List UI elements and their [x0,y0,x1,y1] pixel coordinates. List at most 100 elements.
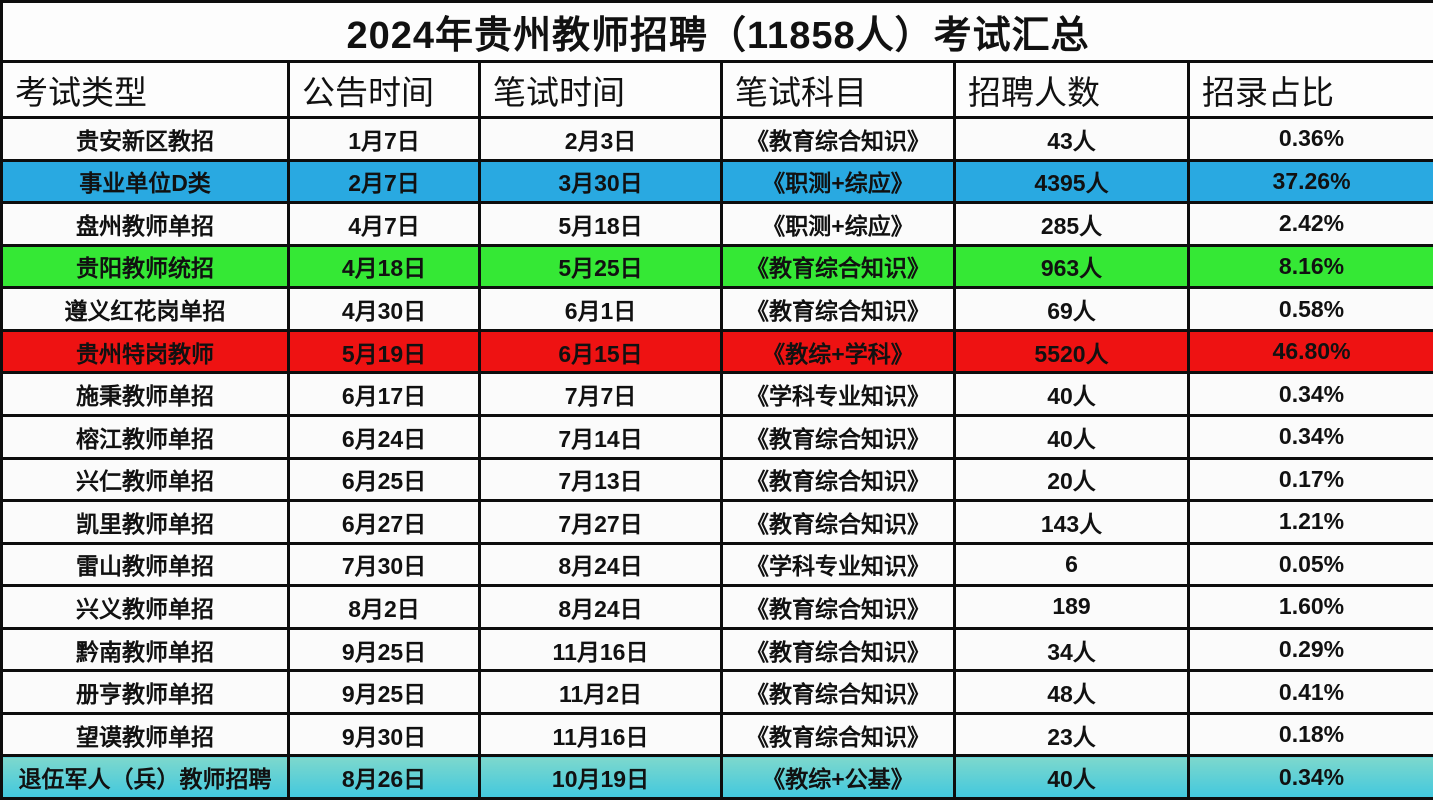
cell-exam-type: 兴仁教师单招 [0,456,290,503]
table-row: 凯里教师单招 6月27日 7月27日 《教育综合知识》 143人 1.21% [0,499,1433,545]
cell-headcount: 69人 [953,286,1190,332]
cell-ratio: 0.34% [1186,754,1433,800]
table-row: 兴仁教师单招 6月25日 7月13日 《教育综合知识》 20人 0.17% [0,456,1433,503]
cell-exam-type: 雷山教师单招 [0,541,290,588]
cell-subject: 《教综+公基》 [720,754,956,800]
table-row: 退伍军人（兵）教师招聘 8月26日 10月19日 《教综+公基》 40人 0.34% [0,754,1433,800]
cell-announce-date: 9月25日 [287,669,481,715]
table-row: 贵州特岗教师 5月19日 6月15日 《教综+学科》 5520人 46.80% [0,328,1433,375]
cell-ratio: 37.26% [1186,158,1433,205]
cell-headcount: 285人 [953,201,1190,247]
cell-exam-date: 6月1日 [478,286,723,332]
cell-headcount: 4395人 [953,158,1190,205]
column-header-2: 笔试时间 [478,60,723,119]
cell-ratio: 8.16% [1186,243,1433,290]
table-row: 贵安新区教招 1月7日 2月3日 《教育综合知识》 43人 0.36% [0,116,1433,162]
cell-announce-date: 9月25日 [287,626,481,673]
cell-exam-type: 退伍军人（兵）教师招聘 [0,754,290,800]
cell-announce-date: 8月26日 [287,754,481,800]
cell-exam-type: 凯里教师单招 [0,499,290,545]
cell-exam-type: 遵义红花岗单招 [0,286,290,332]
cell-exam-date: 11月2日 [478,669,723,715]
cell-subject: 《教育综合知识》 [720,626,956,673]
cell-headcount: 963人 [953,243,1190,290]
cell-subject: 《教育综合知识》 [720,711,956,758]
cell-subject: 《职测+综应》 [720,201,956,247]
column-header-1: 公告时间 [287,60,481,119]
cell-subject: 《职测+综应》 [720,158,956,205]
table-row: 兴义教师单招 8月2日 8月24日 《教育综合知识》 189 1.60% [0,584,1433,630]
cell-exam-type: 贵安新区教招 [0,116,290,162]
table-row: 雷山教师单招 7月30日 8月24日 《学科专业知识》 6 0.05% [0,541,1433,588]
cell-headcount: 20人 [953,456,1190,503]
cell-ratio: 0.05% [1186,541,1433,588]
cell-announce-date: 1月7日 [287,116,481,162]
cell-exam-type: 黔南教师单招 [0,626,290,673]
table-row: 盘州教师单招 4月7日 5月18日 《职测+综应》 285人 2.42% [0,201,1433,247]
column-header-4: 招聘人数 [953,60,1190,119]
cell-headcount: 40人 [953,413,1190,460]
cell-exam-date: 7月27日 [478,499,723,545]
cell-exam-type: 贵州特岗教师 [0,328,290,375]
cell-exam-type: 事业单位D类 [0,158,290,205]
cell-announce-date: 7月30日 [287,541,481,588]
cell-subject: 《学科专业知识》 [720,541,956,588]
cell-exam-date: 8月24日 [478,541,723,588]
cell-headcount: 23人 [953,711,1190,758]
cell-exam-date: 5月25日 [478,243,723,290]
table-row: 事业单位D类 2月7日 3月30日 《职测+综应》 4395人 37.26% [0,158,1433,205]
table-row: 贵阳教师统招 4月18日 5月25日 《教育综合知识》 963人 8.16% [0,243,1433,290]
cell-subject: 《教育综合知识》 [720,584,956,630]
cell-subject: 《学科专业知识》 [720,371,956,417]
cell-announce-date: 8月2日 [287,584,481,630]
cell-exam-type: 册亨教师单招 [0,669,290,715]
table-row: 望谟教师单招 9月30日 11月16日 《教育综合知识》 23人 0.18% [0,711,1433,758]
cell-headcount: 6 [953,541,1190,588]
cell-subject: 《教育综合知识》 [720,413,956,460]
cell-announce-date: 4月18日 [287,243,481,290]
cell-headcount: 34人 [953,626,1190,673]
cell-announce-date: 6月24日 [287,413,481,460]
cell-headcount: 43人 [953,116,1190,162]
cell-announce-date: 4月30日 [287,286,481,332]
cell-ratio: 0.29% [1186,626,1433,673]
cell-exam-type: 施秉教师单招 [0,371,290,417]
cell-subject: 《教育综合知识》 [720,456,956,503]
cell-announce-date: 6月17日 [287,371,481,417]
cell-announce-date: 9月30日 [287,711,481,758]
page-title: 2024年贵州教师招聘（11858人）考试汇总 [0,0,1433,63]
cell-announce-date: 5月19日 [287,328,481,375]
cell-ratio: 0.34% [1186,371,1433,417]
cell-exam-date: 11月16日 [478,626,723,673]
cell-announce-date: 4月7日 [287,201,481,247]
cell-announce-date: 2月7日 [287,158,481,205]
cell-headcount: 189 [953,584,1190,630]
cell-exam-date: 5月18日 [478,201,723,247]
cell-subject: 《教综+学科》 [720,328,956,375]
cell-exam-date: 7月7日 [478,371,723,417]
cell-ratio: 0.58% [1186,286,1433,332]
cell-ratio: 0.34% [1186,413,1433,460]
cell-exam-date: 8月24日 [478,584,723,630]
cell-ratio: 0.36% [1186,116,1433,162]
cell-headcount: 5520人 [953,328,1190,375]
cell-subject: 《教育综合知识》 [720,286,956,332]
cell-ratio: 46.80% [1186,328,1433,375]
cell-subject: 《教育综合知识》 [720,499,956,545]
cell-exam-date: 7月14日 [478,413,723,460]
cell-exam-date: 7月13日 [478,456,723,503]
table-row: 遵义红花岗单招 4月30日 6月1日 《教育综合知识》 69人 0.58% [0,286,1433,332]
cell-ratio: 0.18% [1186,711,1433,758]
cell-exam-date: 10月19日 [478,754,723,800]
cell-announce-date: 6月27日 [287,499,481,545]
cell-ratio: 1.60% [1186,584,1433,630]
cell-exam-type: 兴义教师单招 [0,584,290,630]
cell-ratio: 0.17% [1186,456,1433,503]
cell-exam-type: 望谟教师单招 [0,711,290,758]
cell-exam-type: 盘州教师单招 [0,201,290,247]
column-header-0: 考试类型 [0,60,290,119]
title-row: 2024年贵州教师招聘（11858人）考试汇总 [0,0,1433,63]
cell-ratio: 1.21% [1186,499,1433,545]
table-row: 施秉教师单招 6月17日 7月7日 《学科专业知识》 40人 0.34% [0,371,1433,417]
